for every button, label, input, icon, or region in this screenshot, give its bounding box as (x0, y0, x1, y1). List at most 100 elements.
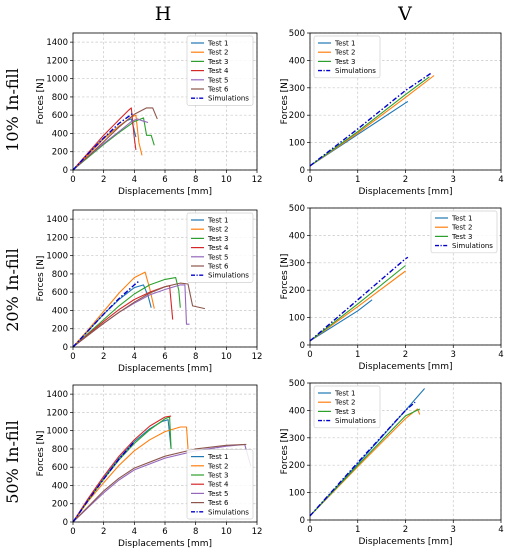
y-tick-label: 0 (300, 516, 305, 526)
column-label-h: H (155, 3, 172, 25)
series-line-test-2 (72, 426, 189, 523)
y-tick-label: 200 (289, 286, 305, 296)
legend-entry: Simulations (335, 67, 376, 75)
y-tick-label: 200 (52, 148, 68, 158)
y-tick-label: 400 (289, 406, 305, 416)
x-tick-label: 4 (132, 352, 137, 362)
series-line-test-6 (72, 282, 206, 348)
y-tick-label: 0 (63, 518, 68, 528)
y-tick-label: 0 (63, 166, 68, 176)
y-tick-label: 600 (52, 111, 68, 121)
x-tick-label: 0 (70, 175, 75, 185)
series-line-test-6 (72, 107, 158, 171)
y-tick-label: 0 (300, 166, 305, 176)
y-tick-label: 300 (289, 434, 305, 444)
y-tick-label: 100 (289, 489, 305, 499)
chart-panel-1: 0 2 4 6 8 10 12 0 200 400 600 800 1000 1200 1400 Displa… (36, 32, 263, 197)
x-tick-label: 8 (193, 352, 198, 362)
legend-box (186, 212, 254, 283)
chart-panel-3: 0 2 4 6 8 10 12 0 200 400 600 800 1000 1200 1400 Displa… (36, 209, 263, 374)
y-tick-label: 800 (52, 93, 68, 103)
x-tick-label: 4 (132, 175, 137, 185)
chart-panel-6: 0 1 2 3 4 0 100 200 300 400 500 Displacements [mm] F… (280, 379, 504, 547)
x-tick-label: 0 (307, 350, 312, 360)
x-tick-label: 4 (498, 350, 503, 360)
series-line-simulations (309, 72, 433, 167)
legend-entry: Test 4 (207, 481, 229, 489)
x-tick-label: 6 (162, 175, 167, 185)
legend-entry: Test 6 (207, 263, 229, 271)
series-line-test-2 (309, 75, 435, 167)
x-tick-label: 0 (307, 175, 312, 185)
y-tick-label: 500 (289, 379, 305, 389)
x-axis-label: Displacements [mm] (118, 539, 212, 549)
legend-entry: Test 5 (207, 490, 228, 498)
y-tick-label: 1400 (46, 38, 68, 48)
series-line-test-2 (309, 270, 406, 342)
y-tick-label: 100 (289, 139, 305, 149)
series-line-test-4 (72, 415, 172, 523)
legend-entry: Test 1 (207, 217, 228, 225)
legend-entry: Test 4 (207, 244, 229, 252)
x-tick-label: 4 (132, 527, 137, 537)
legend-entry: Test 3 (207, 472, 228, 480)
y-tick-label: 300 (289, 84, 305, 94)
legend-entry: Simulations (208, 508, 249, 516)
legend-box (313, 385, 381, 429)
y-tick-label: 200 (52, 325, 68, 335)
series-line-test-1 (309, 101, 409, 167)
legend-entry: Test 6 (207, 86, 229, 94)
y-tick-label: 1000 (46, 75, 68, 85)
x-tick-label: 0 (70, 527, 75, 537)
series-line-test-2 (309, 408, 421, 517)
x-axis-label: Displacements [mm] (118, 187, 212, 197)
legend-entry: Test 3 (451, 233, 472, 241)
y-tick-label: 200 (289, 461, 305, 471)
y-tick-label: 1000 (46, 427, 68, 437)
x-tick-label: 10 (221, 175, 232, 185)
x-axis-label: Displacements [mm] (359, 187, 453, 197)
series-line-simulations (72, 112, 134, 171)
series-line-simulations (72, 280, 140, 348)
y-axis-label: Forces [N] (36, 79, 46, 125)
x-tick-label: 6 (162, 527, 167, 537)
legend-entry: Test 3 (207, 58, 228, 66)
y-tick-label: 200 (289, 111, 305, 121)
y-tick-label: 300 (289, 259, 305, 269)
x-tick-label: 12 (252, 175, 263, 185)
legend-entry: Test 2 (334, 49, 355, 57)
legend-entry: Test 2 (451, 224, 472, 232)
x-tick-label: 10 (221, 527, 232, 537)
y-tick-label: 100 (289, 314, 305, 324)
legend-entry: Simulations (208, 272, 249, 280)
series-line-test-4 (72, 107, 137, 171)
x-axis-label: Displacements [mm] (359, 362, 453, 372)
legend-entry: Test 3 (334, 58, 355, 66)
y-tick-label: 600 (52, 463, 68, 473)
legend-entry: Test 3 (207, 235, 228, 243)
legend-entry: Test 1 (334, 390, 355, 398)
legend-entry: Test 5 (207, 253, 228, 261)
legend-entry: Test 2 (207, 462, 228, 470)
legend-box (186, 449, 254, 520)
legend-entry: Test 6 (207, 499, 229, 507)
series-line-simulations (72, 441, 135, 523)
legend-entry: Test 1 (207, 40, 228, 48)
x-tick-label: 2 (101, 175, 106, 185)
x-tick-label: 12 (252, 352, 263, 362)
series-line-simulations (309, 401, 416, 517)
series-line-test-3 (72, 117, 155, 171)
x-tick-label: 2 (101, 352, 106, 362)
series-line-test-1 (309, 299, 373, 342)
series-line-test-3 (72, 277, 181, 348)
y-axis-label: Forces [N] (36, 256, 46, 302)
y-axis-label: Forces [N] (280, 254, 290, 300)
legend-entry: Test 4 (207, 67, 229, 75)
series-line-test-3 (72, 416, 172, 523)
x-tick-label: 2 (403, 175, 408, 185)
y-tick-label: 200 (52, 500, 68, 510)
